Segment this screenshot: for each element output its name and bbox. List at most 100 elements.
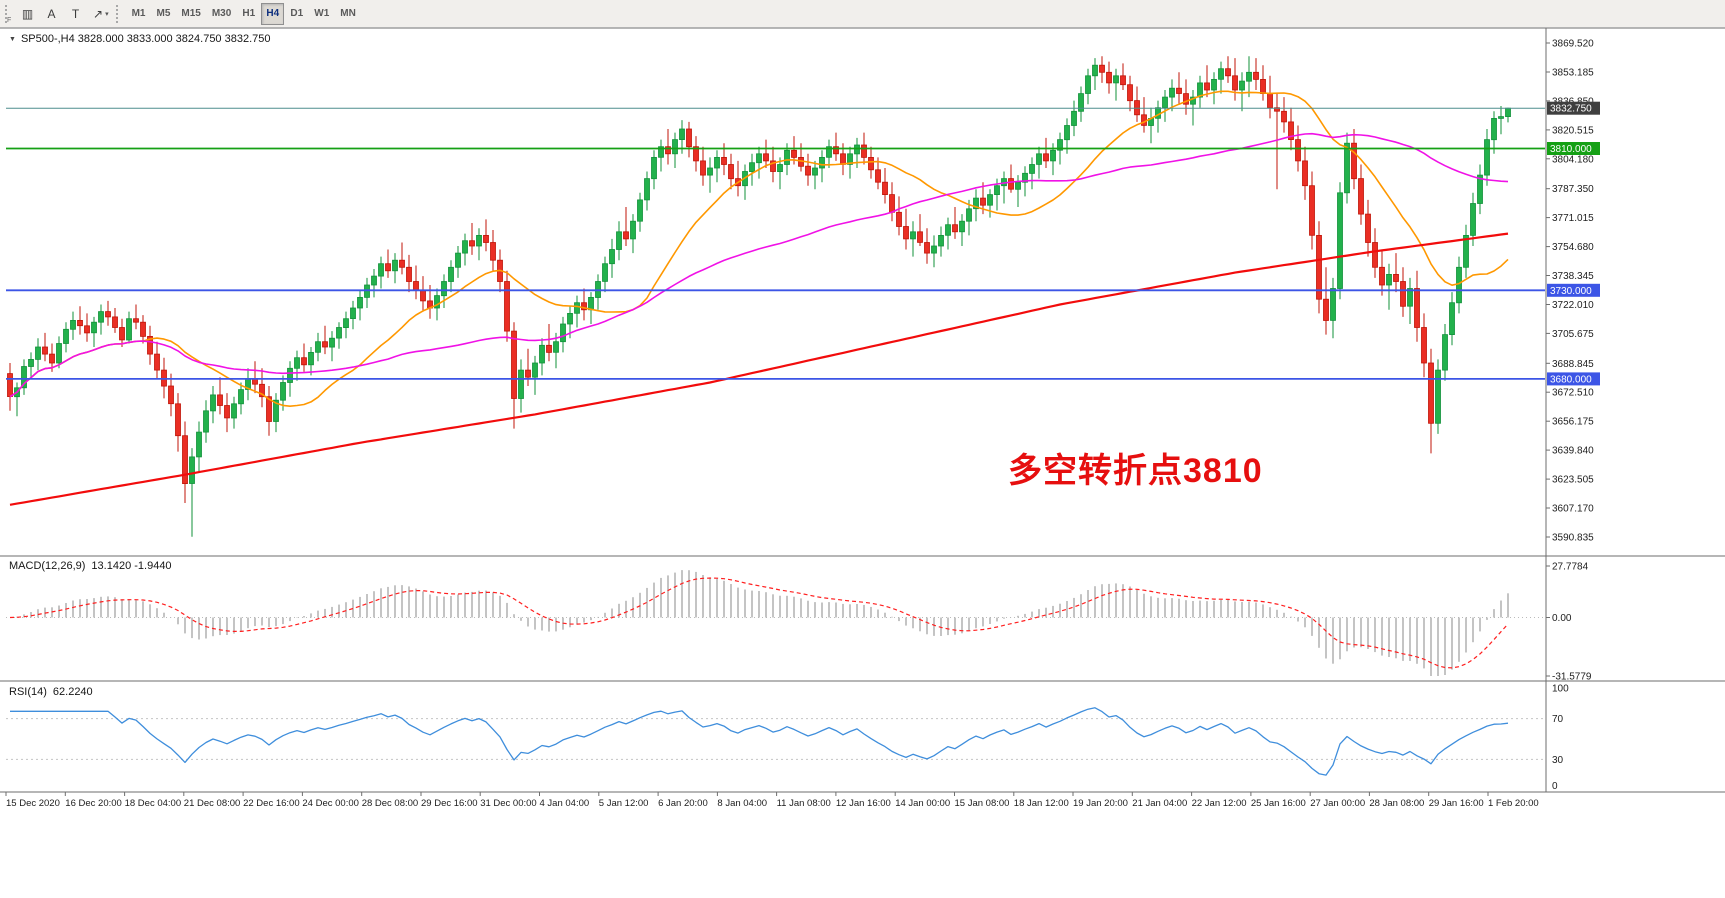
timeframe-h4-button[interactable]: H4 (261, 2, 285, 25)
candle-body (1127, 84, 1133, 102)
candle-body (847, 153, 853, 165)
text-t-button[interactable]: T (64, 3, 87, 25)
hline-3680-badge-label: 3680.000 (1550, 374, 1592, 385)
candle-body (84, 325, 90, 334)
candle-body (168, 385, 174, 405)
candle-body (1351, 142, 1357, 180)
hline-3680-badge (1547, 372, 1600, 386)
candle-body (287, 367, 293, 383)
candle-body (357, 296, 363, 309)
timeframe-m30-button[interactable]: M30 (207, 3, 236, 25)
candle-body (707, 167, 713, 176)
candle-body (1239, 80, 1245, 91)
candle-body (42, 346, 48, 355)
rsi-axis-label: 0 (1552, 781, 1558, 792)
candle-body (1190, 96, 1196, 105)
candle-body (504, 281, 510, 332)
candle-body (931, 245, 937, 254)
time-axis-label: 1 Feb 20:00 (1488, 798, 1539, 809)
candle-body (686, 128, 692, 148)
candle-body (938, 234, 944, 247)
candle-body (406, 266, 412, 282)
candle-body (203, 410, 209, 433)
candle-body (231, 403, 237, 419)
candle-body (1463, 234, 1469, 268)
hline-3810-badge (1547, 142, 1600, 155)
collapse-arrow-icon[interactable]: ▼ (9, 35, 16, 43)
candle-body (399, 259, 405, 268)
candle-body (175, 403, 181, 437)
price-axis-label: 3705.675 (1552, 329, 1594, 340)
text-a-button[interactable]: A (40, 3, 63, 25)
candle-body (1344, 142, 1350, 194)
timeframe-m1-button[interactable]: M1 (127, 3, 151, 25)
toolbar-f-label: F (7, 17, 12, 24)
candle-body (819, 156, 825, 169)
timeframe-m15-button[interactable]: M15 (176, 3, 205, 25)
time-axis-label: 21 Jan 04:00 (1132, 798, 1187, 809)
candle-body (238, 389, 244, 405)
hline-3730-badge (1547, 283, 1600, 297)
time-axis-label: 28 Dec 08:00 (362, 798, 419, 809)
candle-body (462, 240, 468, 254)
timeframe-h1-button[interactable]: H1 (237, 3, 260, 25)
candle-body (259, 383, 265, 398)
candle-body (1400, 281, 1406, 307)
candle-body (574, 302, 580, 314)
candle-body (833, 146, 839, 155)
price-axis-label: 3738.345 (1552, 271, 1594, 282)
time-axis-label: 15 Jan 08:00 (955, 798, 1010, 809)
rsi-line (10, 707, 1509, 776)
candle-body (63, 328, 69, 344)
candle-body (1491, 118, 1497, 141)
candle-body (854, 144, 860, 155)
candle-body (224, 405, 230, 419)
candle-body (28, 358, 34, 367)
candle-body (1309, 185, 1315, 236)
price-annotation-text[interactable]: 多空转折点3810 (1008, 452, 1263, 490)
candle-body (609, 249, 615, 265)
candle-body (1176, 87, 1182, 94)
hline-3730-badge-label: 3730.000 (1550, 286, 1592, 297)
candle-body (217, 394, 223, 406)
candle-body (105, 311, 111, 318)
candle-body (1162, 96, 1168, 109)
candle-body (266, 396, 272, 422)
candle-body (770, 160, 776, 172)
candle-body (777, 164, 783, 172)
candle-body (1057, 139, 1063, 151)
candle-body (1197, 82, 1203, 98)
candle-body (560, 323, 566, 343)
candle-body (154, 353, 160, 371)
timeframe-mn-button[interactable]: MN (335, 3, 361, 25)
toolbar-grip-2[interactable] (115, 4, 122, 23)
toolbar-grip[interactable] (5, 4, 11, 23)
candle-body (182, 435, 188, 485)
candle-body (1218, 68, 1224, 80)
macd-axis-label: -31.5779 (1552, 672, 1592, 683)
time-axis-label: 29 Jan 16:00 (1429, 798, 1484, 809)
chart-window-button[interactable]: ▥ (16, 3, 39, 25)
candle-body (861, 144, 867, 158)
candle-body (147, 335, 153, 355)
time-axis-label: 8 Jan 04:00 (717, 798, 767, 809)
time-axis-label: 29 Dec 16:00 (421, 798, 478, 809)
timeframe-m5-button[interactable]: M5 (151, 3, 175, 25)
candle-body (98, 311, 104, 323)
candle-body (126, 318, 132, 341)
timeframe-d1-button[interactable]: D1 (285, 3, 308, 25)
candle-body (343, 318, 349, 329)
candle-body (924, 242, 930, 254)
price-axis-label: 3820.515 (1552, 125, 1594, 136)
price-axis-label: 3804.180 (1552, 154, 1594, 165)
candle-body (868, 156, 874, 171)
candle-body (651, 156, 657, 180)
candle-body (945, 224, 951, 236)
rsi-axis-label: 70 (1552, 714, 1564, 725)
time-axis-label: 24 Dec 00:00 (302, 798, 359, 809)
timeframe-w1-button[interactable]: W1 (309, 3, 334, 25)
candle-body (336, 327, 342, 339)
draw-arrow-button[interactable]: ↗ ▾ (88, 3, 114, 25)
candle-body (455, 252, 461, 268)
candle-body (1498, 116, 1504, 119)
